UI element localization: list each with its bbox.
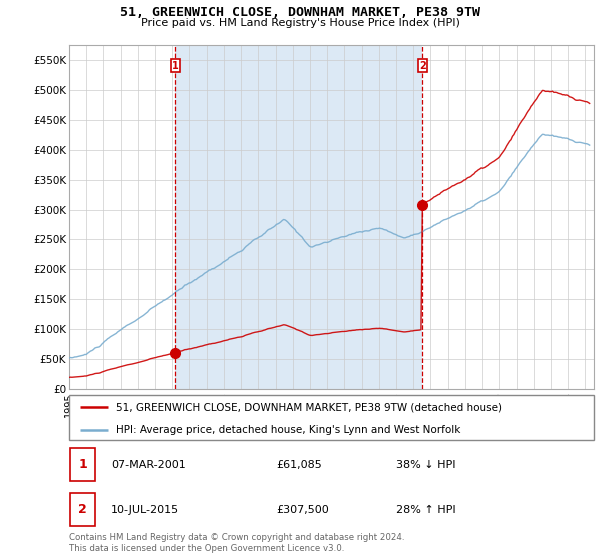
Text: 38% ↓ HPI: 38% ↓ HPI — [396, 460, 455, 470]
Text: 1: 1 — [78, 458, 87, 472]
FancyBboxPatch shape — [70, 449, 95, 481]
Text: Contains HM Land Registry data © Crown copyright and database right 2024.
This d: Contains HM Land Registry data © Crown c… — [69, 533, 404, 553]
Text: £61,085: £61,085 — [276, 460, 322, 470]
Text: 07-MAR-2001: 07-MAR-2001 — [111, 460, 186, 470]
Text: £307,500: £307,500 — [276, 505, 329, 515]
Text: 51, GREENWICH CLOSE, DOWNHAM MARKET, PE38 9TW: 51, GREENWICH CLOSE, DOWNHAM MARKET, PE3… — [120, 6, 480, 18]
Text: 2: 2 — [78, 503, 87, 516]
Text: 10-JUL-2015: 10-JUL-2015 — [111, 505, 179, 515]
Bar — [175, 45, 422, 389]
Text: 1: 1 — [172, 61, 179, 71]
Text: HPI: Average price, detached house, King's Lynn and West Norfolk: HPI: Average price, detached house, King… — [116, 424, 461, 435]
FancyBboxPatch shape — [70, 493, 95, 526]
Text: 28% ↑ HPI: 28% ↑ HPI — [396, 505, 455, 515]
Text: 51, GREENWICH CLOSE, DOWNHAM MARKET, PE38 9TW (detached house): 51, GREENWICH CLOSE, DOWNHAM MARKET, PE3… — [116, 402, 502, 412]
FancyBboxPatch shape — [69, 395, 594, 440]
Text: 2: 2 — [419, 61, 426, 71]
Text: Price paid vs. HM Land Registry's House Price Index (HPI): Price paid vs. HM Land Registry's House … — [140, 18, 460, 28]
